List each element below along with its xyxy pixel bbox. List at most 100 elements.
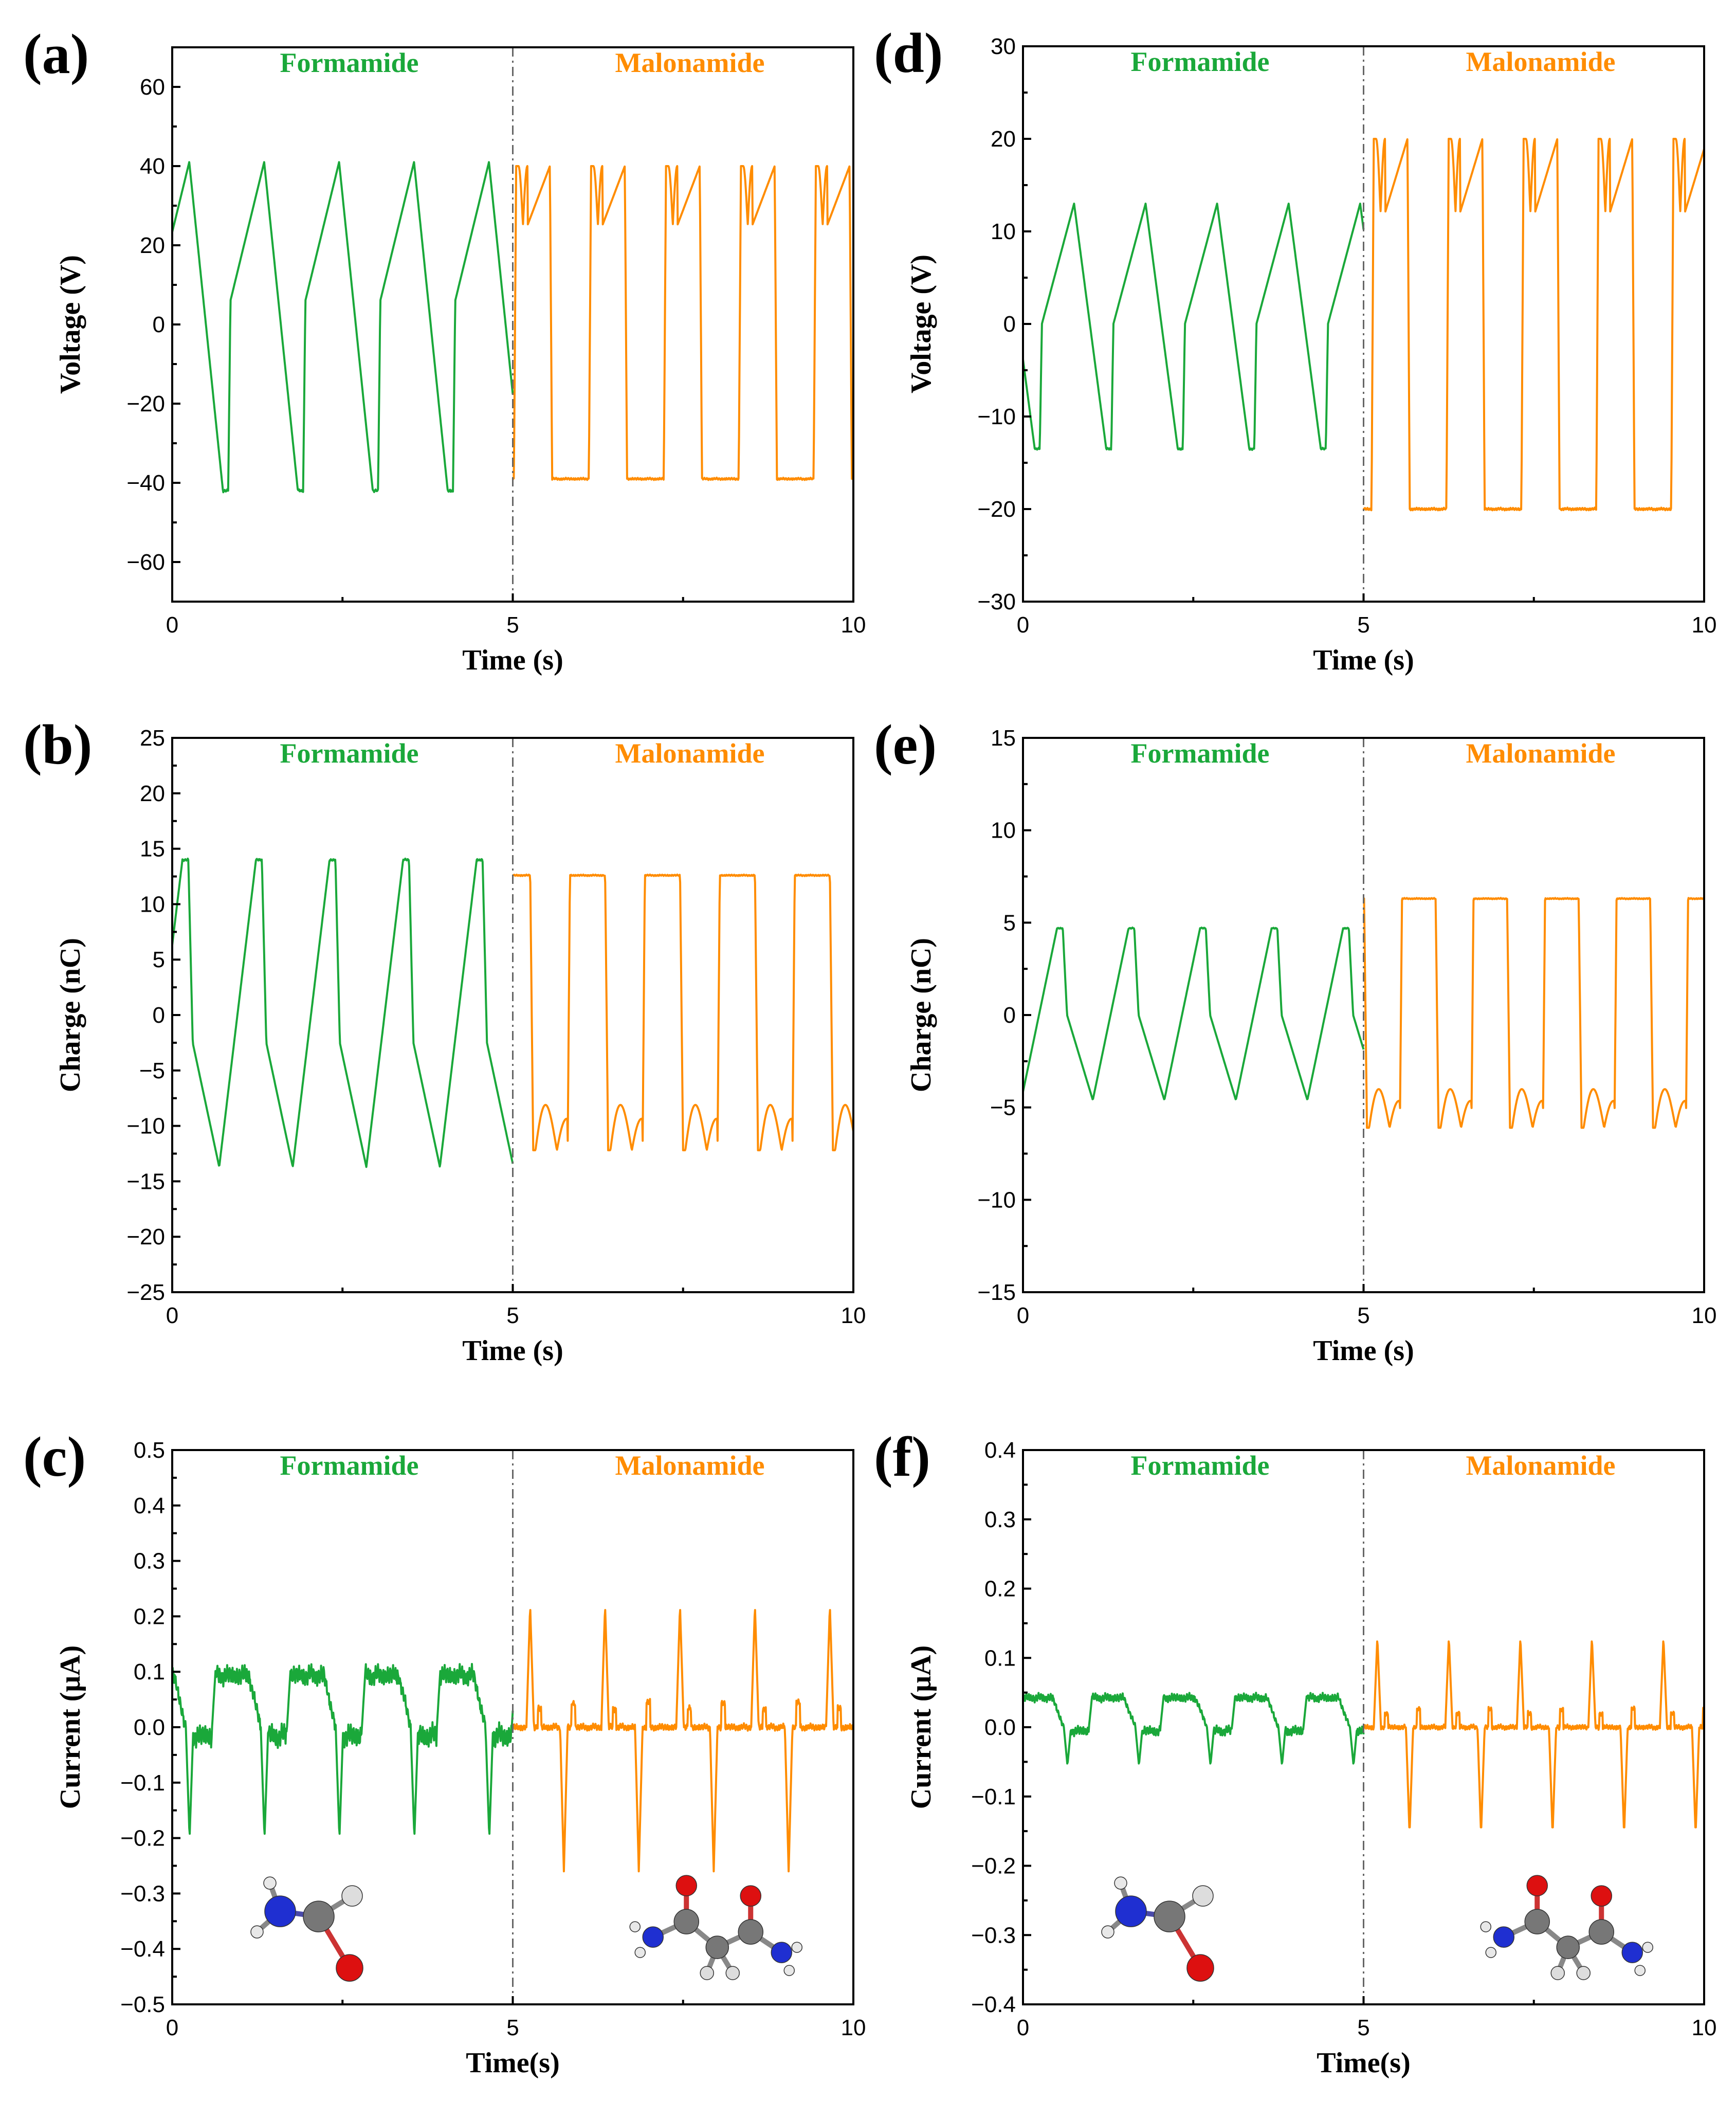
y-tick-label: 5 [1003, 910, 1016, 935]
y-tick-label: 0.0 [134, 1715, 165, 1740]
hydrogen-atom [725, 1966, 740, 1980]
panel-d: −30 −20 −10 0 10 20 30 0 5 10 Time (s) Voltage (V) (… [874, 22, 1716, 676]
y-tick-label: −0.1 [971, 1784, 1016, 1809]
y-tick-label: −20 [126, 391, 165, 417]
panel-label: (c) [23, 1425, 86, 1488]
x-tick-label: 0 [166, 2015, 178, 2040]
series-line-malonamide [1362, 138, 1705, 512]
nitrogen-atom [642, 1926, 664, 1948]
y-tick-label: 5 [153, 947, 165, 972]
y-tick-label: −0.1 [120, 1770, 165, 1796]
panel-label: (a) [23, 23, 89, 85]
hydrogen-atom [1101, 1925, 1114, 1939]
hydrogen-atom [1576, 1966, 1591, 1980]
x-tick-label: 0 [1017, 1303, 1029, 1328]
hydrogen-atom [263, 1876, 277, 1890]
nitrogen-atom [264, 1895, 296, 1927]
y-axis-title: Current (μA) [905, 1645, 937, 1809]
hydrogen-atom [1114, 1876, 1127, 1890]
malonamide-molecule [629, 1875, 802, 1980]
panel-a: −60 −40 −20 0 20 40 60 0 5 10 Time (s) Voltage (V) (… [23, 23, 866, 676]
oxygen-atom [740, 1885, 761, 1907]
y-tick-label: 0.4 [984, 1438, 1016, 1463]
y-tick-label: 60 [140, 75, 165, 100]
series-line-formamide [171, 161, 514, 494]
panel-label: (e) [874, 713, 937, 776]
y-tick-label: −10 [977, 404, 1016, 429]
carbon-atom [1588, 1919, 1614, 1945]
y-tick-label: 0.1 [984, 1645, 1016, 1671]
x-tick-label: 0 [1017, 612, 1029, 638]
y-tick-label: −20 [126, 1224, 165, 1250]
hydrogen-atom [341, 1885, 363, 1907]
y-tick-label: −0.4 [120, 1936, 165, 1962]
x-tick-label: 10 [1692, 1303, 1717, 1328]
x-tick-label: 5 [1357, 612, 1369, 638]
y-axis-title: Voltage (V) [54, 255, 86, 394]
x-tick-label: 10 [841, 2015, 866, 2040]
x-tick-label: 10 [1692, 612, 1717, 638]
y-tick-label: 0.3 [984, 1507, 1016, 1532]
y-tick-label: 0.3 [134, 1549, 165, 1574]
formamide-molecule [1101, 1876, 1214, 1982]
region-label-formamide: Formamide [1131, 1450, 1270, 1481]
x-tick-label: 0 [166, 612, 178, 638]
y-tick-label: 0.1 [134, 1659, 165, 1685]
y-tick-label: 20 [140, 781, 165, 806]
oxygen-atom [336, 1954, 363, 1982]
x-tick-label: 10 [841, 1303, 866, 1328]
hydrogen-atom [1485, 1947, 1496, 1958]
panel-label: (b) [23, 713, 92, 776]
region-label-formamide: Formamide [1131, 738, 1270, 769]
series-line-malonamide [511, 165, 854, 481]
y-tick-label: 0 [1003, 312, 1016, 337]
series-line-malonamide [511, 873, 854, 1151]
series-line-formamide [171, 857, 514, 1168]
oxygen-atom [1591, 1885, 1612, 1907]
x-axis-title: Time (s) [1313, 644, 1414, 676]
x-axis-title: Time(s) [466, 2047, 560, 2079]
hydrogen-atom [700, 1966, 714, 1980]
x-tick-label: 5 [506, 2015, 519, 2040]
region-label-formamide: Formamide [1131, 46, 1270, 77]
oxygen-atom [675, 1875, 697, 1896]
y-tick-label: 40 [140, 154, 165, 179]
x-tick-label: 10 [841, 612, 866, 638]
series-line-malonamide [1362, 1640, 1705, 1829]
y-tick-label: 0.0 [984, 1715, 1016, 1740]
y-tick-label: −15 [977, 1280, 1016, 1305]
malonamide-molecule [1480, 1875, 1653, 1980]
hydrogen-atom [783, 1965, 795, 1976]
carbon-atom [673, 1909, 699, 1934]
region-label-formamide: Formamide [280, 738, 419, 769]
panel-e: −15 −10 −5 0 5 10 15 0 5 10 Time (s) Charge (nC) (e)… [874, 713, 1716, 1367]
y-tick-label: 15 [140, 837, 165, 862]
region-label-formamide: Formamide [280, 47, 419, 78]
series-line-formamide [1022, 1692, 1365, 1765]
hydrogen-atom [791, 1942, 802, 1953]
carbon-atom [738, 1919, 763, 1945]
nitrogen-atom [1621, 1942, 1643, 1963]
nitrogen-atom [771, 1942, 792, 1963]
formamide-molecule [250, 1876, 363, 1982]
y-tick-label: 15 [991, 726, 1016, 751]
series-line-malonamide [511, 1609, 854, 1873]
series-line-malonamide [1362, 897, 1705, 1129]
region-label-malonamide: Malonamide [615, 1450, 765, 1481]
panel-label: (f) [874, 1425, 930, 1488]
y-tick-label: 20 [140, 233, 165, 258]
region-label-malonamide: Malonamide [1466, 1450, 1616, 1481]
x-tick-label: 0 [1017, 2015, 1029, 2040]
y-axis-title: Voltage (V) [905, 255, 937, 393]
series-line-formamide [1022, 926, 1365, 1100]
panel-f: −0.4 −0.3 −0.2 −0.1 0.0 0.1 0.2 0.3 0.4 0 5 10 Time(… [874, 1425, 1716, 2079]
panel-b: −25 −20 −15 −10 −5 0 5 10 15 20 25 0 5 10 Time (s) Char… [23, 713, 866, 1367]
y-tick-label: 20 [991, 126, 1016, 152]
y-tick-label: 0 [153, 312, 165, 337]
y-tick-label: −0.5 [120, 1992, 165, 2017]
y-tick-label: 10 [991, 219, 1016, 244]
y-tick-label: 0.5 [134, 1438, 165, 1463]
region-label-malonamide: Malonamide [1466, 738, 1616, 769]
y-tick-label: −25 [126, 1280, 165, 1305]
